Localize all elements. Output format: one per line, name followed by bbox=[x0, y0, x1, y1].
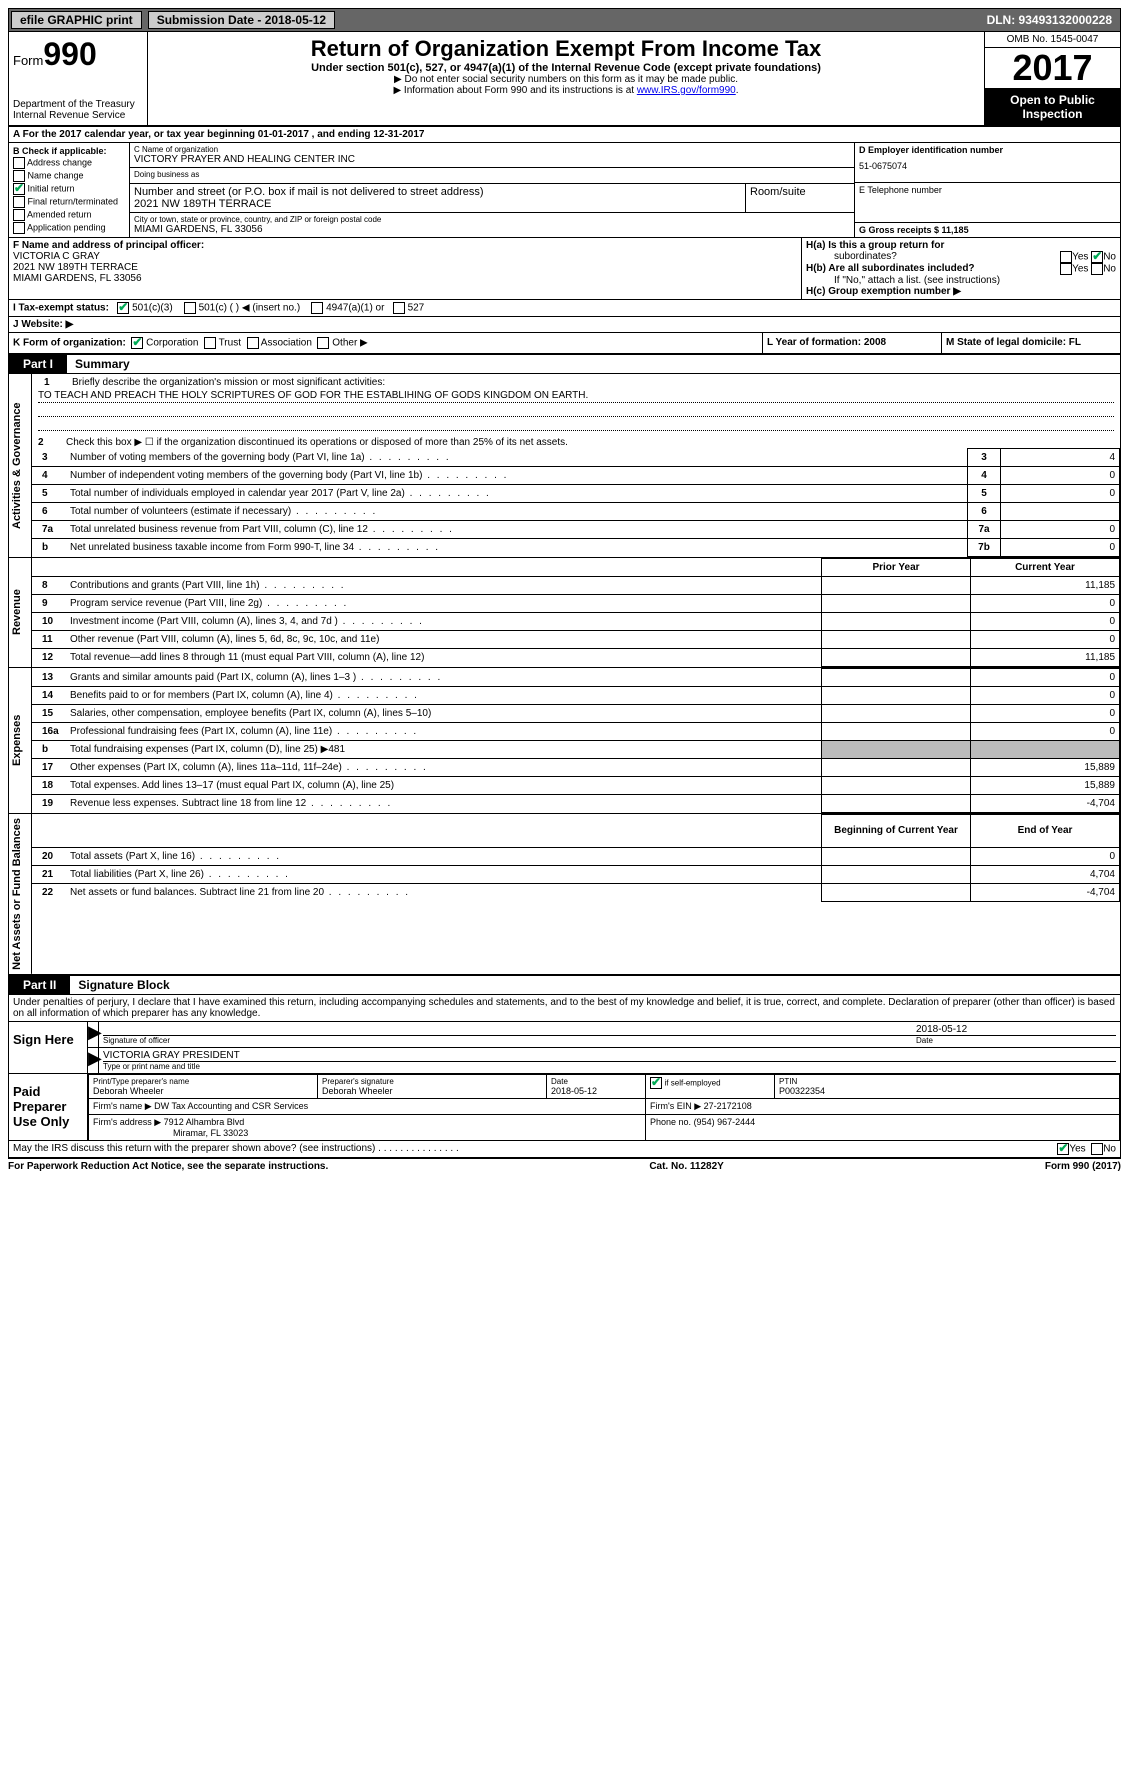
form-number: Form990 bbox=[13, 36, 143, 73]
cb-assoc[interactable] bbox=[247, 337, 259, 349]
part1-tab: Part I bbox=[9, 355, 67, 373]
part2-tab: Part II bbox=[9, 976, 70, 994]
cb-ha-yes[interactable] bbox=[1060, 251, 1072, 263]
part2-title: Signature Block bbox=[70, 978, 169, 992]
vlabel-ag: Activities & Governance bbox=[9, 374, 32, 557]
cb-527[interactable] bbox=[393, 302, 405, 314]
ag-table: 3Number of voting members of the governi… bbox=[32, 448, 1120, 557]
dln: DLN: 93493132000228 bbox=[987, 13, 1118, 27]
irs-link[interactable]: www.IRS.gov/form990 bbox=[637, 85, 736, 96]
vlabel-net: Net Assets or Fund Balances bbox=[9, 814, 32, 974]
vlabel-exp: Expenses bbox=[9, 668, 32, 813]
hc: H(c) Group exemption number ▶ bbox=[806, 286, 961, 297]
sig-declaration: Under penalties of perjury, I declare th… bbox=[9, 995, 1120, 1022]
org-name-lbl: C Name of organization bbox=[134, 145, 850, 154]
cb-final[interactable] bbox=[13, 196, 25, 208]
cb-hb-no[interactable] bbox=[1091, 263, 1103, 275]
cb-corp[interactable] bbox=[131, 337, 143, 349]
note-ssn: ▶ Do not enter social security numbers o… bbox=[152, 74, 980, 85]
cb-501c[interactable] bbox=[184, 302, 196, 314]
cb-initial[interactable] bbox=[13, 183, 25, 195]
city: MIAMI GARDENS, FL 33056 bbox=[134, 224, 850, 235]
exp-table: 13Grants and similar amounts paid (Part … bbox=[32, 668, 1120, 813]
open-public: Open to Public Inspection bbox=[985, 89, 1120, 125]
officer-name: VICTORIA C GRAY bbox=[13, 251, 797, 262]
discuss-q: May the IRS discuss this return with the… bbox=[13, 1143, 459, 1155]
cb-self-emp[interactable] bbox=[650, 1077, 662, 1089]
officer-addr1: 2021 NW 189TH TERRACE bbox=[13, 262, 797, 273]
ein-lbl: D Employer identification number bbox=[859, 145, 1003, 155]
paid-prep-lbl: Paid Preparer Use Only bbox=[9, 1074, 88, 1140]
sig-date-val: 2018-05-12 bbox=[916, 1024, 1116, 1035]
cb-address[interactable] bbox=[13, 157, 25, 169]
org-name: VICTORY PRAYER AND HEALING CENTER INC bbox=[134, 154, 850, 165]
dept-treasury: Department of the Treasury Internal Reve… bbox=[13, 99, 143, 121]
efile-btn[interactable]: efile GRAPHIC print bbox=[11, 11, 142, 29]
year-formation: L Year of formation: 2008 bbox=[767, 337, 886, 348]
street-lbl: Number and street (or P.O. box if mail i… bbox=[134, 186, 741, 198]
form-subtitle: Under section 501(c), 527, or 4947(a)(1)… bbox=[152, 62, 980, 74]
rev-table: Prior YearCurrent Year 8Contributions an… bbox=[32, 558, 1120, 667]
tel-lbl: E Telephone number bbox=[859, 185, 1116, 195]
cb-ha-no[interactable] bbox=[1091, 251, 1103, 263]
section-j: J Website: ▶ bbox=[8, 317, 1121, 333]
section-i: I Tax-exempt status: 501(c)(3) 501(c) ( … bbox=[8, 300, 1121, 317]
sig-off-lbl: Signature of officer bbox=[103, 1036, 916, 1045]
topbar: efile GRAPHIC print Submission Date - 20… bbox=[8, 8, 1121, 32]
page-footer: For Paperwork Reduction Act Notice, see … bbox=[8, 1158, 1121, 1172]
gross-receipts: G Gross receipts $ 11,185 bbox=[859, 225, 969, 235]
sig-date-lbl: Date bbox=[916, 1036, 1116, 1045]
dba-lbl: Doing business as bbox=[134, 170, 850, 179]
section-bcd: B Check if applicable: Address change Na… bbox=[8, 143, 1121, 238]
state-domicile: M State of legal domicile: FL bbox=[946, 337, 1081, 348]
cb-amended[interactable] bbox=[13, 209, 25, 221]
cb-trust[interactable] bbox=[204, 337, 216, 349]
summary-section: Activities & Governance 1Briefly describ… bbox=[8, 374, 1121, 976]
vlabel-rev: Revenue bbox=[9, 558, 32, 667]
cb-discuss-yes[interactable] bbox=[1057, 1143, 1069, 1155]
street: 2021 NW 189TH TERRACE bbox=[134, 198, 741, 210]
form-title: Return of Organization Exempt From Incom… bbox=[152, 36, 980, 62]
l2: Check this box ▶ ☐ if the organization d… bbox=[66, 437, 1120, 448]
omb-number: OMB No. 1545-0047 bbox=[985, 32, 1120, 48]
cb-hb-yes[interactable] bbox=[1060, 263, 1072, 275]
ha: H(a) Is this a group return for bbox=[806, 240, 1116, 251]
sign-here-lbl: Sign Here bbox=[9, 1022, 88, 1073]
cb-other[interactable] bbox=[317, 337, 329, 349]
signature-block: Under penalties of perjury, I declare th… bbox=[8, 995, 1121, 1158]
ein: 51-0675074 bbox=[859, 161, 1116, 171]
cb-discuss-no[interactable] bbox=[1091, 1143, 1103, 1155]
cb-501c3[interactable] bbox=[117, 302, 129, 314]
paperwork-notice: For Paperwork Reduction Act Notice, see … bbox=[8, 1161, 328, 1172]
tax-year: 2017 bbox=[985, 48, 1120, 89]
cb-4947[interactable] bbox=[311, 302, 323, 314]
net-table: Beginning of Current YearEnd of Year 20T… bbox=[32, 814, 1120, 902]
col-b-checkboxes: B Check if applicable: Address change Na… bbox=[9, 143, 130, 237]
row-a-taxyear: A For the 2017 calendar year, or tax yea… bbox=[8, 127, 1121, 143]
form-ref: Form 990 (2017) bbox=[1045, 1161, 1121, 1172]
officer-addr2: MIAMI GARDENS, FL 33056 bbox=[13, 273, 797, 284]
room-lbl: Room/suite bbox=[750, 186, 850, 198]
part2-header: Part II Signature Block bbox=[8, 976, 1121, 995]
city-lbl: City or town, state or province, country… bbox=[134, 215, 850, 224]
submission-date: Submission Date - 2018-05-12 bbox=[148, 11, 335, 29]
part1-title: Summary bbox=[67, 357, 130, 371]
cb-pending[interactable] bbox=[13, 222, 25, 234]
type-name-lbl: Type or print name and title bbox=[103, 1062, 1116, 1071]
officer-sig: VICTORIA GRAY PRESIDENT bbox=[103, 1050, 1116, 1062]
preparer-table: Print/Type preparer's nameDeborah Wheele… bbox=[88, 1074, 1120, 1140]
part1-header: Part I Summary bbox=[8, 355, 1121, 374]
form-header: Form990 Department of the Treasury Inter… bbox=[8, 32, 1121, 127]
cat-no: Cat. No. 11282Y bbox=[649, 1161, 723, 1172]
officer-lbl: F Name and address of principal officer: bbox=[13, 240, 204, 251]
section-klm: K Form of organization: Corporation Trus… bbox=[8, 333, 1121, 355]
mission-text: TO TEACH AND PREACH THE HOLY SCRIPTURES … bbox=[38, 389, 1114, 403]
section-fh: F Name and address of principal officer:… bbox=[8, 238, 1121, 300]
note-info: ▶ Information about Form 990 and its ins… bbox=[152, 85, 980, 96]
hb-note: If "No," attach a list. (see instruction… bbox=[806, 275, 1116, 286]
l1: Briefly describe the organization's miss… bbox=[72, 377, 1114, 388]
